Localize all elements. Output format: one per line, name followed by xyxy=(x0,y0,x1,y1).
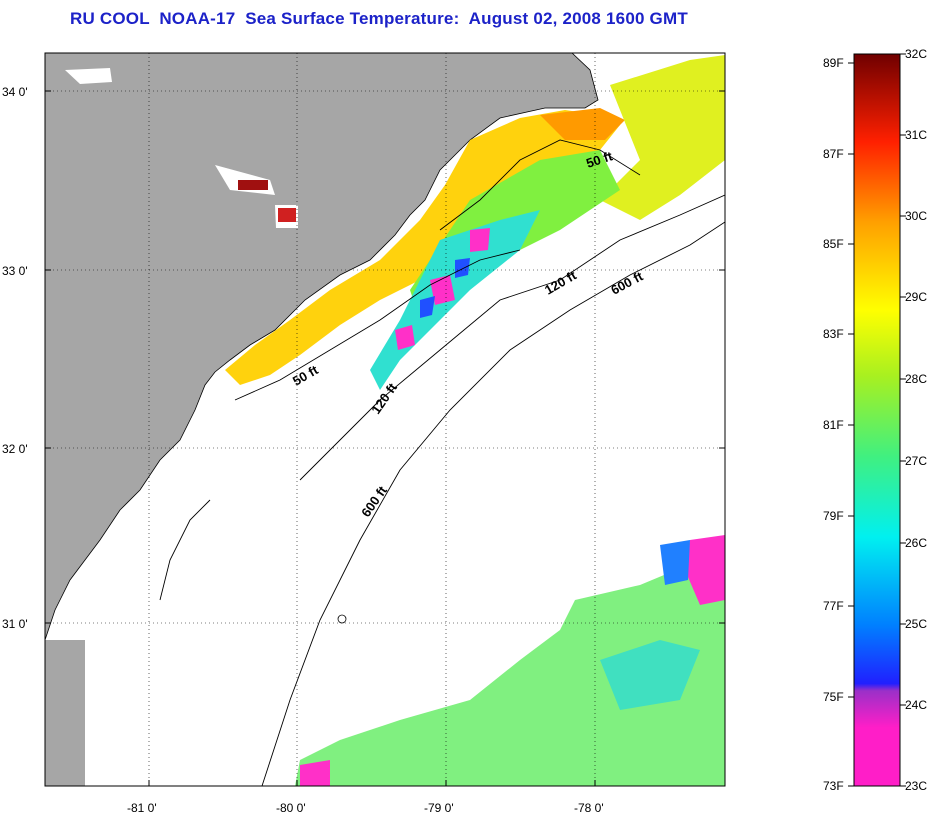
sst-magenta-spots-1 xyxy=(395,228,490,350)
colorbar-f-label: 79F xyxy=(823,509,844,523)
lon-tick-label: -78 0' xyxy=(574,801,604,815)
colorbar-f-label: 89F xyxy=(823,56,844,70)
colorbar-f-label: 87F xyxy=(823,147,844,161)
map-title: RU COOL NOAA-17 Sea Surface Temperature:… xyxy=(70,9,688,28)
colorbar xyxy=(853,53,901,787)
colorbar-c-label: 29C xyxy=(905,290,928,304)
island xyxy=(65,68,112,84)
land-mass xyxy=(45,53,599,641)
graticule xyxy=(45,53,725,786)
sst-southeast-blue xyxy=(660,540,690,585)
colorbar-c-label: 31C xyxy=(905,128,928,142)
colorbar-f-label: 85F xyxy=(823,237,844,251)
tick-marks xyxy=(45,90,725,786)
coastal-strip-bottom xyxy=(45,640,85,786)
lon-tick-label: -79 0' xyxy=(424,801,454,815)
sst-blue-spots xyxy=(420,258,470,318)
colorbar-ticks xyxy=(848,53,906,787)
colorbar-f-label: 73F xyxy=(823,779,844,793)
lat-tick-label: 31 0' xyxy=(2,617,28,631)
colorbar-c-label: 28C xyxy=(905,372,928,386)
lake-1-hot xyxy=(238,180,268,190)
colorbar-c-label: 30C xyxy=(905,209,928,223)
depth-contours xyxy=(159,139,725,786)
colorbar-c-label: 25C xyxy=(905,617,928,631)
lon-tick-label: -81 0' xyxy=(127,801,157,815)
colorbar-c-label: 27C xyxy=(905,454,928,468)
colorbar-f-label: 75F xyxy=(823,690,844,704)
contour-loop xyxy=(337,614,347,624)
lat-tick-label: 32 0' xyxy=(2,442,28,456)
lat-tick-label: 33 0' xyxy=(2,264,28,278)
colorbar-f-label: 83F xyxy=(823,327,844,341)
colorbar-f-label: 81F xyxy=(823,418,844,432)
lon-tick-label: -80 0' xyxy=(276,801,306,815)
sst-southeast-cyan xyxy=(600,640,700,710)
colorbar-c-label: 24C xyxy=(905,698,928,712)
sst-southeast-patch xyxy=(295,555,725,786)
colorbar-c-label: 26C xyxy=(905,536,928,550)
colorbar-c-label: 32C xyxy=(905,47,928,61)
lat-tick-label: 34 0' xyxy=(2,85,28,99)
colorbar-c-label: 23C xyxy=(905,779,928,793)
sst-orange-core xyxy=(540,108,625,140)
sst-yellow-green-ne xyxy=(600,55,725,220)
map-frame xyxy=(44,52,726,787)
lake-2-hot xyxy=(278,208,296,222)
colorbar-f-label: 77F xyxy=(823,599,844,613)
map-area: 50 ft 120 ft 600 ft 50 ft 120 ft 600 ft xyxy=(45,53,725,786)
